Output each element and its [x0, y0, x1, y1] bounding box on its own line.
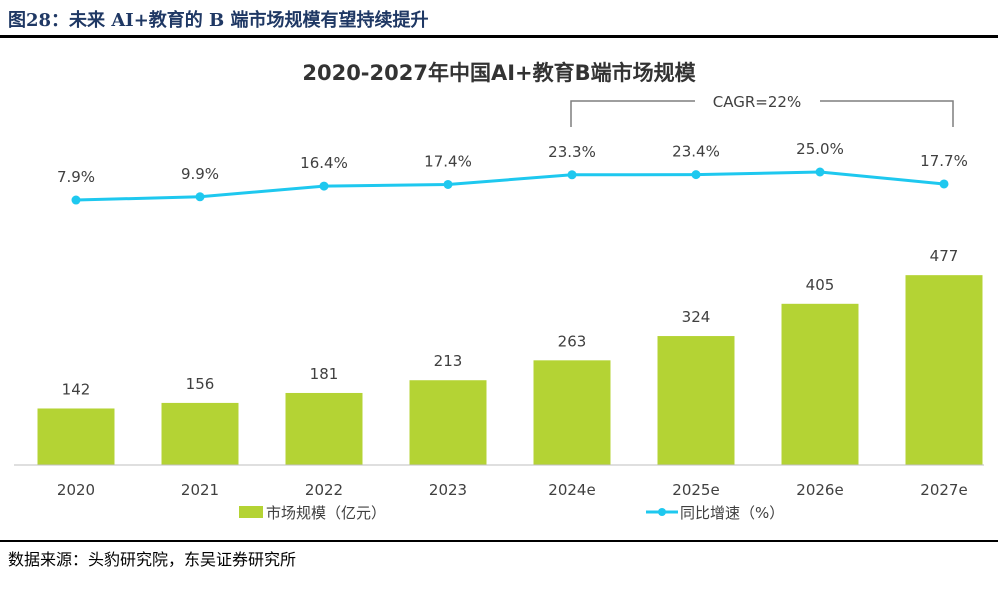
bar-2024e: [533, 360, 611, 465]
x-tick-2027e: 2027e: [920, 481, 967, 499]
bar-2026e: [781, 303, 859, 465]
cagr-bracket-left: [570, 100, 695, 127]
growth-line: [75, 170, 945, 202]
cagr-label: CAGR=22%: [713, 93, 801, 111]
growth-point-2024e: [567, 170, 577, 180]
source-note: 数据来源：头豹研究院，东吴证券研究所: [8, 550, 297, 569]
bar-label-2023: 213: [434, 352, 463, 370]
growth-point-2023: [443, 179, 453, 189]
growth-label-2025e: 23.4%: [672, 143, 720, 161]
bar-label-2026e: 405: [806, 276, 835, 294]
cagr-bracket-right: [820, 100, 954, 127]
legend-bar-label: 市场规模（亿元）: [266, 504, 386, 522]
x-tick-2020: 2020: [57, 481, 95, 499]
growth-label-2026e: 25.0%: [796, 140, 844, 158]
x-tick-2026e: 2026e: [796, 481, 843, 499]
bar-label-2027e: 477: [930, 247, 959, 265]
growth-label-2021: 9.9%: [181, 165, 219, 183]
bar-2022: [285, 392, 363, 465]
legend-line-marker: [658, 508, 666, 516]
growth-point-2027e: [939, 179, 949, 189]
growth-point-2026e: [815, 167, 825, 177]
cagr-bracket: CAGR=22%: [570, 93, 954, 127]
chart-title: 2020-2027年中国AI+教育B端市场规模: [302, 61, 696, 85]
bar-2020: [37, 408, 115, 465]
legend-bar-swatch: [239, 506, 263, 518]
growth-point-2021: [195, 192, 205, 202]
bar-label-2020: 142: [62, 380, 91, 398]
growth-label-2020: 7.9%: [57, 168, 95, 186]
x-tick-2021: 2021: [181, 481, 219, 499]
bottom-rule: [0, 540, 998, 542]
bar-label-2022: 181: [310, 365, 339, 383]
top-rule: [0, 35, 998, 38]
x-tick-2023: 2023: [429, 481, 467, 499]
growth-point-2022: [319, 181, 329, 191]
bar-2027e: [905, 275, 983, 465]
figure-title: 图28：未来 AI+教育的 B 端市场规模有望持续提升: [8, 10, 429, 31]
bar-label-2024e: 263: [558, 332, 587, 350]
bar-2025e: [657, 336, 735, 465]
growth-label-2022: 16.4%: [300, 154, 348, 172]
bar-label-2021: 156: [186, 375, 215, 393]
bar-2023: [409, 380, 487, 465]
x-tick-2024e: 2024e: [548, 481, 595, 499]
x-tick-2022: 2022: [305, 481, 343, 499]
growth-label-2023: 17.4%: [424, 152, 472, 170]
growth-point-2025e: [691, 170, 701, 180]
legend: 市场规模（亿元） 同比增速（%）: [239, 504, 784, 522]
growth-point-2020: [71, 195, 81, 205]
growth-label-2027e: 17.7%: [920, 152, 968, 170]
growth-label-2024e: 23.3%: [548, 143, 596, 161]
bar-label-2025e: 324: [682, 308, 711, 326]
legend-line-label: 同比增速（%）: [680, 504, 784, 522]
bar-2021: [161, 402, 239, 465]
x-tick-2025e: 2025e: [672, 481, 719, 499]
